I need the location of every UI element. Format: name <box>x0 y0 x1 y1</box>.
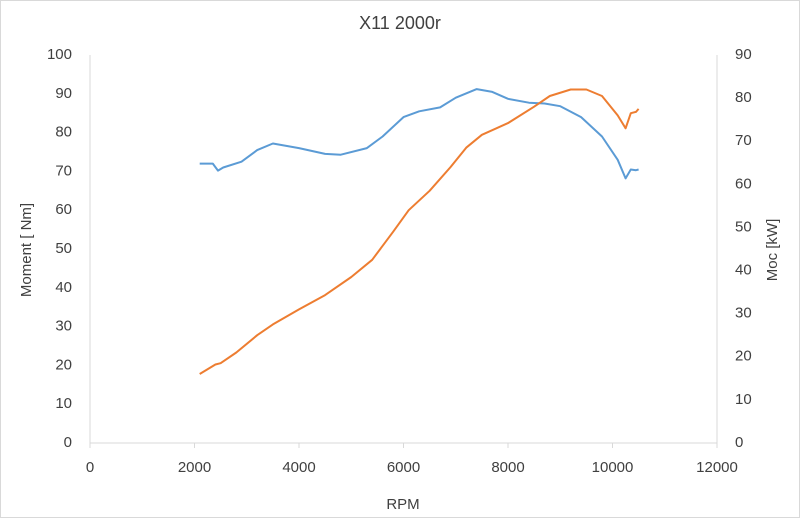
x-axis-title: RPM <box>386 496 419 513</box>
y2-axis-title: Moc [kW] <box>764 219 781 282</box>
y2-tick-label: 70 <box>735 132 752 149</box>
y2-tick-label: 0 <box>735 434 743 451</box>
y-tick-label: 40 <box>55 279 72 296</box>
y-tick-label: 30 <box>55 318 72 335</box>
y2-tick-label: 10 <box>735 391 752 408</box>
y-tick-label: 10 <box>55 395 72 412</box>
y2-tick-label: 80 <box>735 89 752 106</box>
x-tick-label: 10000 <box>592 459 634 476</box>
y-tick-label: 80 <box>55 124 72 141</box>
y-tick-label: 0 <box>64 434 72 451</box>
x-tick-label: 6000 <box>387 459 420 476</box>
y-tick-label: 20 <box>55 356 72 373</box>
y-tick-label: 50 <box>55 240 72 257</box>
y2-tick-label: 20 <box>735 348 752 365</box>
y-tick-label: 60 <box>55 201 72 218</box>
y-axis-title: Moment [ Nm] <box>18 203 35 297</box>
y2-tick-label: 50 <box>735 218 752 235</box>
y2-tick-label: 30 <box>735 305 752 322</box>
x-tick-label: 0 <box>86 459 94 476</box>
y-tick-label: 100 <box>47 46 72 63</box>
x-tick-label: 4000 <box>282 459 315 476</box>
y-tick-label: 90 <box>55 85 72 102</box>
series-line <box>199 88 639 180</box>
y-tick-label: 70 <box>55 162 72 179</box>
y2-tick-label: 60 <box>735 175 752 192</box>
x-tick-label: 8000 <box>491 459 524 476</box>
x-tick-label: 2000 <box>178 459 211 476</box>
x-tick-label: 12000 <box>696 459 738 476</box>
chart-title: X11 2000r <box>359 13 441 33</box>
series-line <box>199 88 640 375</box>
y2-tick-label: 90 <box>735 46 752 63</box>
y2-tick-label: 40 <box>735 262 752 279</box>
